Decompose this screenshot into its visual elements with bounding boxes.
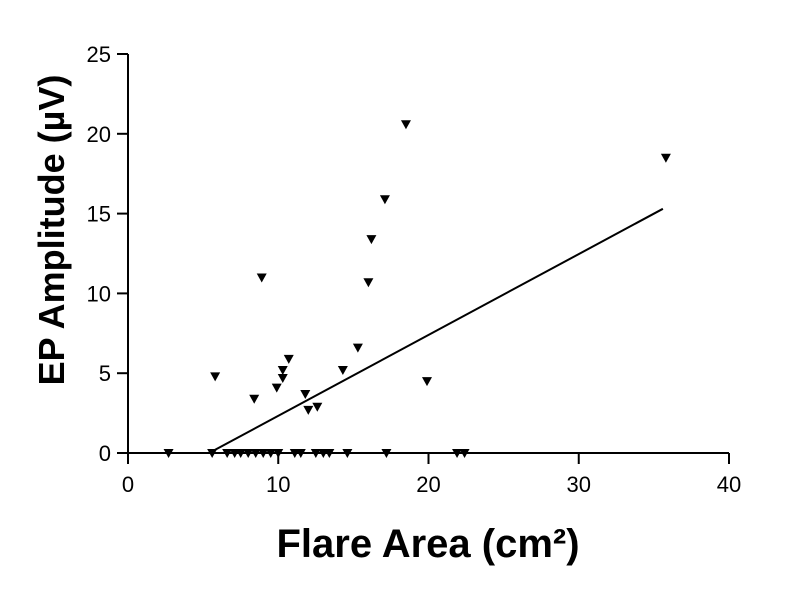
y-axis-title: EP Amplitude (µV) bbox=[31, 75, 72, 386]
plot-area bbox=[163, 120, 671, 458]
y-tick-label: 10 bbox=[87, 281, 111, 306]
data-point bbox=[256, 273, 267, 283]
data-point bbox=[366, 235, 377, 245]
x-tick-label: 10 bbox=[266, 472, 290, 497]
data-point bbox=[271, 383, 282, 393]
x-tick-label: 40 bbox=[717, 472, 741, 497]
y-tick-label: 15 bbox=[87, 202, 111, 227]
data-point bbox=[363, 278, 374, 288]
data-point bbox=[277, 373, 288, 383]
data-point bbox=[660, 153, 671, 163]
data-point bbox=[379, 195, 390, 205]
regression-line bbox=[211, 207, 664, 453]
data-point bbox=[210, 372, 221, 382]
axes: 0 10 20 30 40 0 5 10 15 20 25 bbox=[87, 42, 742, 497]
data-point bbox=[400, 120, 411, 130]
y-tick-label: 20 bbox=[87, 122, 111, 147]
data-point bbox=[303, 405, 314, 415]
data-point bbox=[283, 354, 294, 364]
y-tick-label: 5 bbox=[99, 361, 111, 386]
data-point bbox=[421, 377, 432, 387]
x-tick-label: 20 bbox=[416, 472, 440, 497]
data-point bbox=[249, 394, 260, 404]
data-point bbox=[312, 402, 323, 412]
data-point bbox=[300, 389, 311, 399]
data-point bbox=[337, 366, 348, 376]
data-point bbox=[352, 343, 363, 353]
x-tick-label: 30 bbox=[567, 472, 591, 497]
x-tick-label: 0 bbox=[122, 472, 134, 497]
y-tick-label: 25 bbox=[87, 42, 111, 67]
y-tick-label: 0 bbox=[99, 441, 111, 466]
data-point bbox=[277, 366, 288, 376]
x-axis-title: Flare Area (cm²) bbox=[276, 522, 579, 566]
